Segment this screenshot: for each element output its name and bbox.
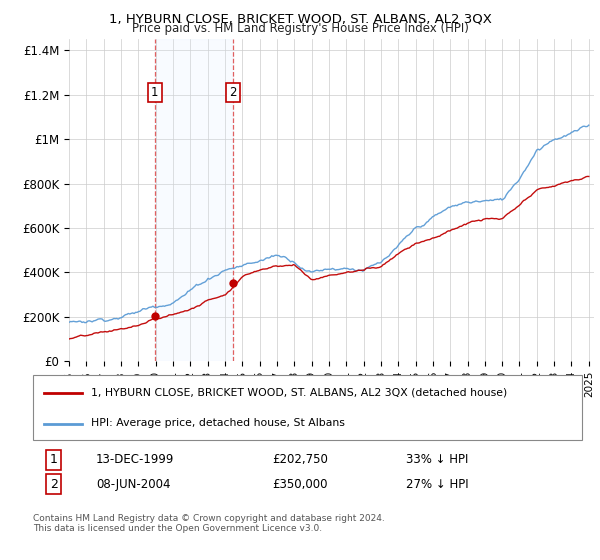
FancyBboxPatch shape bbox=[33, 375, 582, 440]
Text: 33% ↓ HPI: 33% ↓ HPI bbox=[406, 453, 469, 466]
Text: Contains HM Land Registry data © Crown copyright and database right 2024.
This d: Contains HM Land Registry data © Crown c… bbox=[33, 514, 385, 533]
Text: 27% ↓ HPI: 27% ↓ HPI bbox=[406, 478, 469, 491]
Text: £350,000: £350,000 bbox=[272, 478, 328, 491]
Bar bbox=[155, 39, 233, 361]
Text: 13-DEC-1999: 13-DEC-1999 bbox=[96, 453, 175, 466]
Text: 1, HYBURN CLOSE, BRICKET WOOD, ST. ALBANS, AL2 3QX: 1, HYBURN CLOSE, BRICKET WOOD, ST. ALBAN… bbox=[109, 12, 491, 25]
Text: 1: 1 bbox=[50, 453, 58, 466]
Text: 1, HYBURN CLOSE, BRICKET WOOD, ST. ALBANS, AL2 3QX (detached house): 1, HYBURN CLOSE, BRICKET WOOD, ST. ALBAN… bbox=[91, 388, 507, 398]
Text: 2: 2 bbox=[229, 86, 236, 99]
Text: HPI: Average price, detached house, St Albans: HPI: Average price, detached house, St A… bbox=[91, 418, 344, 428]
Text: 2: 2 bbox=[50, 478, 58, 491]
Text: 08-JUN-2004: 08-JUN-2004 bbox=[96, 478, 170, 491]
Text: Price paid vs. HM Land Registry's House Price Index (HPI): Price paid vs. HM Land Registry's House … bbox=[131, 22, 469, 35]
Text: £202,750: £202,750 bbox=[272, 453, 328, 466]
Text: 1: 1 bbox=[151, 86, 158, 99]
